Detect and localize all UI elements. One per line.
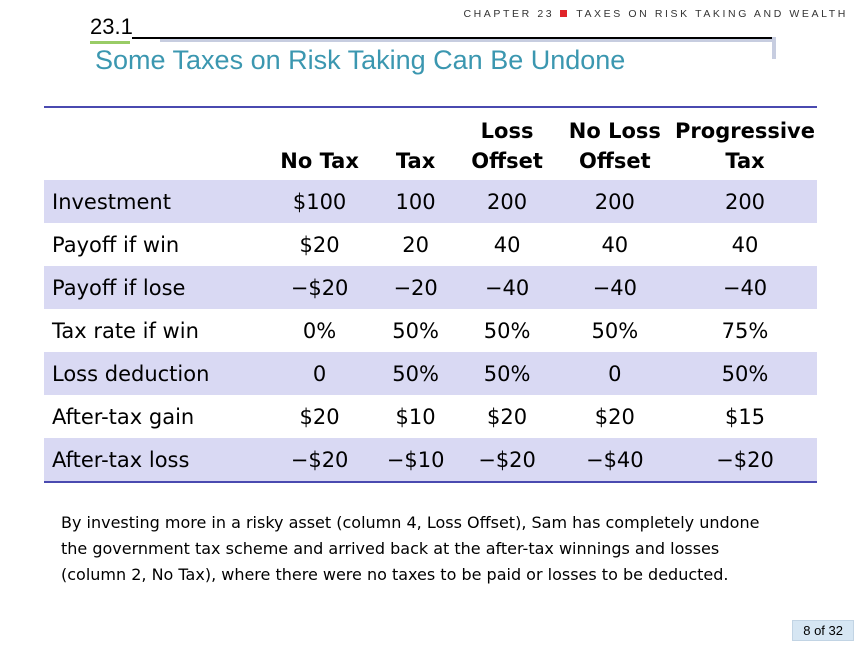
table-cell: −$20 [478,447,536,472]
table-cell: 50% [721,361,769,386]
table-cell: 200 [594,189,635,214]
row-label: After-tax loss [52,447,190,472]
table-cell: 50% [392,318,439,343]
table-cell: $20 [299,232,340,257]
table-cell: −$40 [585,447,644,472]
table-row: Tax rate if win 0% 50% 50% 50% 75% [44,309,817,352]
table-cell: 0 [312,361,327,386]
table-header-row: No Tax Tax Loss Offset No Loss Offset Prog… [44,107,817,180]
table-cell: $15 [724,404,766,429]
column-header: Loss Offset [471,119,543,173]
row-label: Payoff if lose [52,275,186,300]
table-row: Loss deduction 0 50% 50% 0 50% [44,352,817,395]
table-cell: 200 [487,189,528,214]
table-cell: 40 [731,232,759,257]
title-rule-shadow [160,39,776,42]
table-cell: −$10 [386,447,445,472]
table-cell: 20 [402,232,429,257]
row-label: Loss deduction [52,361,210,386]
column-header [44,107,265,180]
table-cell: $20 [594,404,635,429]
table-cell: 40 [601,232,629,257]
table-cell: $100 [292,189,347,214]
table-cell: 50% [483,318,531,343]
table-cell: 0 [608,361,622,386]
table-cell: −20 [393,275,438,300]
table-cell: 50% [483,361,531,386]
table-cell: $20 [299,404,340,429]
table-cell: −$20 [290,275,349,300]
table-cell: 75% [721,318,769,343]
description-text: By investing more in a risky asset (colu… [61,513,760,584]
table-cell: 40 [493,232,521,257]
section-number-underline [90,41,130,44]
table-row: Payoff if lose −$20 −20 −40 −40 −40 [44,266,817,309]
column-header: Tax [395,149,436,173]
table-cell: $10 [395,404,436,429]
table-cell: −40 [722,275,768,300]
table-cell: 100 [395,189,436,214]
table-cell: −$20 [290,447,349,472]
column-header: No Tax [280,149,359,173]
row-label: Payoff if win [52,232,180,257]
red-square-icon [560,9,568,17]
table-cell: −40 [484,275,530,300]
table-row: After-tax loss −$20 −$10 −$20 −$40 −$20 [44,438,817,482]
table-cell: 200 [724,189,766,214]
page-indicator: 8 of 32 [792,620,854,641]
page-title: Some Taxes on Risk Taking Can Be Undone [95,45,626,75]
table-cell: $20 [487,404,528,429]
column-header: No Loss Offset [568,119,661,173]
row-label: Investment [52,189,171,214]
tax-comparison-table: No Tax Tax Loss Offset No Loss Offset Prog… [44,106,817,483]
table-cell: 50% [392,361,439,386]
table-row: Payoff if win $20 20 40 40 40 [44,223,817,266]
table-cell: −$20 [716,447,774,472]
table-cell: 0% [302,318,337,343]
table-cell: 50% [591,318,639,343]
chapter-label: CHAPTER 23 [463,8,555,20]
row-label: Tax rate if win [52,318,199,343]
table-row: After-tax gain $20 $10 $20 $20 $15 [44,395,817,438]
section-number: 23.1 [90,14,133,39]
table-row: Investment $100 100 200 200 200 [44,180,817,223]
title-rule [132,37,776,39]
column-header: Progressive Tax [675,119,815,173]
table-cell: −40 [592,275,637,300]
row-label: After-tax gain [52,404,195,429]
title-rule-end [772,37,776,59]
chapter-title: TAXES ON RISK TAKING AND WEALTH [576,8,848,20]
chapter-header: CHAPTER 23 TAXES ON RISK TAKING AND WEAL… [463,8,848,20]
